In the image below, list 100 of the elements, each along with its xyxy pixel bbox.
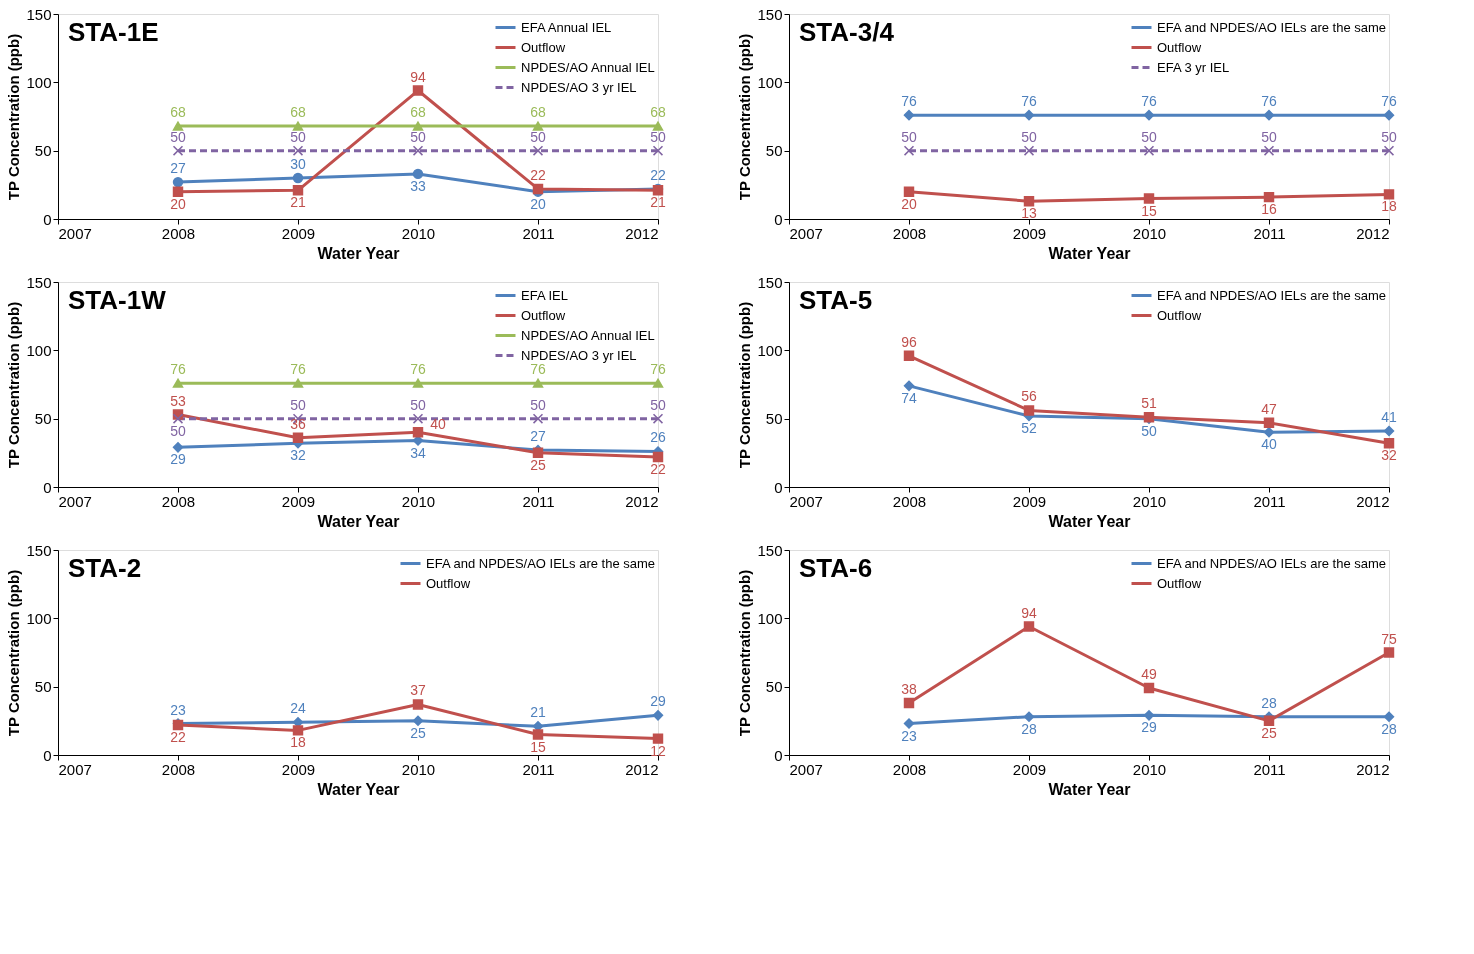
legend-label: NPDES/AO Annual IEL [521, 327, 655, 343]
x-tick-label: 2009 [1012, 760, 1047, 778]
data-label: 96 [901, 333, 917, 350]
x-tick-label: 2008 [161, 492, 196, 510]
data-label: 68 [410, 104, 426, 121]
data-label: 15 [530, 738, 546, 755]
data-label: 50 [170, 422, 186, 439]
y-tick-label: 50 [765, 410, 783, 428]
data-label: 26 [650, 429, 666, 446]
data-label: 16 [1261, 201, 1277, 218]
data-label: 50 [1261, 128, 1277, 145]
data-label: 40 [1261, 436, 1277, 453]
data-label: 50 [410, 396, 426, 413]
data-label: 22 [650, 166, 666, 183]
x-tick-label: 2011 [522, 492, 555, 510]
data-label: 22 [530, 166, 546, 183]
y-tick-label: 150 [26, 541, 52, 559]
y-tick-label: 150 [757, 541, 783, 559]
x-tick-label: 2012 [1356, 760, 1390, 778]
data-label: 18 [290, 734, 306, 751]
y-axis-title: TP Concentration (ppb) [736, 301, 754, 469]
data-label: 28 [1021, 720, 1037, 737]
data-label: 50 [650, 128, 666, 145]
legend-label: EFA and NPDES/AO IELs are the same [1157, 555, 1387, 571]
x-tick-label: 2008 [892, 492, 927, 510]
x-tick-label: 2007 [789, 760, 823, 778]
data-label: 50 [901, 128, 917, 145]
data-label: 34 [410, 444, 426, 461]
data-label: 32 [290, 447, 306, 464]
data-label: 22 [170, 728, 186, 745]
data-label: 47 [1261, 400, 1277, 417]
legend-label: Outflow [1157, 39, 1202, 55]
data-label: 22 [650, 460, 666, 477]
chart-title: STA-3/4 [799, 17, 895, 47]
data-label: 50 [530, 128, 546, 145]
y-tick-label: 0 [43, 746, 52, 764]
data-label: 50 [1021, 128, 1037, 145]
legend-label: Outflow [1157, 307, 1202, 323]
x-tick-label: 2012 [1356, 224, 1390, 242]
legend-label: EFA 3 yr IEL [1157, 59, 1230, 75]
data-label: 12 [650, 742, 666, 759]
y-tick-label: 150 [26, 273, 52, 291]
data-label: 94 [1021, 604, 1037, 621]
x-tick-label: 2011 [522, 760, 555, 778]
data-label: 37 [410, 682, 426, 699]
data-label: 20 [170, 195, 186, 212]
x-tick-label: 2010 [1132, 224, 1167, 242]
x-axis-title: Water Year [317, 780, 400, 798]
y-tick-label: 100 [26, 609, 52, 627]
x-tick-label: 2011 [522, 224, 555, 242]
data-label: 76 [1261, 93, 1277, 110]
data-label: 50 [1141, 422, 1157, 439]
data-label: 76 [1381, 93, 1397, 110]
y-tick-label: 0 [43, 210, 52, 228]
x-tick-label: 2012 [1356, 492, 1390, 510]
data-label: 50 [170, 128, 186, 145]
y-tick-label: 100 [757, 609, 783, 627]
data-label: 25 [530, 456, 546, 473]
data-label: 20 [901, 195, 917, 212]
data-label: 50 [1381, 128, 1397, 145]
data-label: 23 [901, 727, 917, 744]
data-label: 94 [410, 68, 426, 85]
x-tick-label: 2007 [58, 492, 92, 510]
data-label: 74 [901, 389, 917, 406]
data-label: 50 [1141, 128, 1157, 145]
y-axis-title: TP Concentration (ppb) [5, 569, 23, 737]
x-tick-label: 2009 [1012, 492, 1047, 510]
y-axis-title: TP Concentration (ppb) [736, 33, 754, 201]
y-tick-label: 0 [774, 478, 783, 496]
y-tick-label: 50 [765, 678, 783, 696]
data-label: 68 [650, 104, 666, 121]
y-tick-label: 100 [757, 341, 783, 359]
x-tick-label: 2009 [281, 224, 316, 242]
x-axis-title: Water Year [1048, 244, 1131, 262]
y-tick-label: 0 [774, 746, 783, 764]
data-label: 49 [1141, 666, 1157, 683]
y-axis-title: TP Concentration (ppb) [5, 33, 23, 201]
chart-title: STA-1W [68, 285, 167, 315]
data-label: 75 [1381, 630, 1397, 647]
x-tick-label: 2010 [401, 492, 436, 510]
y-tick-label: 50 [765, 142, 783, 160]
x-tick-label: 2008 [161, 760, 196, 778]
data-label: 51 [1141, 395, 1157, 412]
x-tick-label: 2009 [281, 492, 316, 510]
y-axis-title: TP Concentration (ppb) [736, 569, 754, 737]
x-tick-label: 2009 [1012, 224, 1047, 242]
legend-label: EFA and NPDES/AO IELs are the same [1157, 287, 1387, 303]
legend-label: NPDES/AO Annual IEL [521, 59, 655, 75]
data-label: 29 [1141, 719, 1157, 736]
legend-label: EFA and NPDES/AO IELs are the same [426, 555, 656, 571]
data-label: 76 [1141, 93, 1157, 110]
data-label: 50 [650, 396, 666, 413]
data-label: 28 [1261, 694, 1277, 711]
data-label: 68 [290, 104, 306, 121]
data-label: 25 [1261, 724, 1277, 741]
data-label: 29 [650, 693, 666, 710]
legend-label: EFA IEL [521, 287, 568, 303]
data-label: 50 [410, 128, 426, 145]
y-axis-title: TP Concentration (ppb) [5, 301, 23, 469]
y-tick-label: 50 [34, 142, 52, 160]
